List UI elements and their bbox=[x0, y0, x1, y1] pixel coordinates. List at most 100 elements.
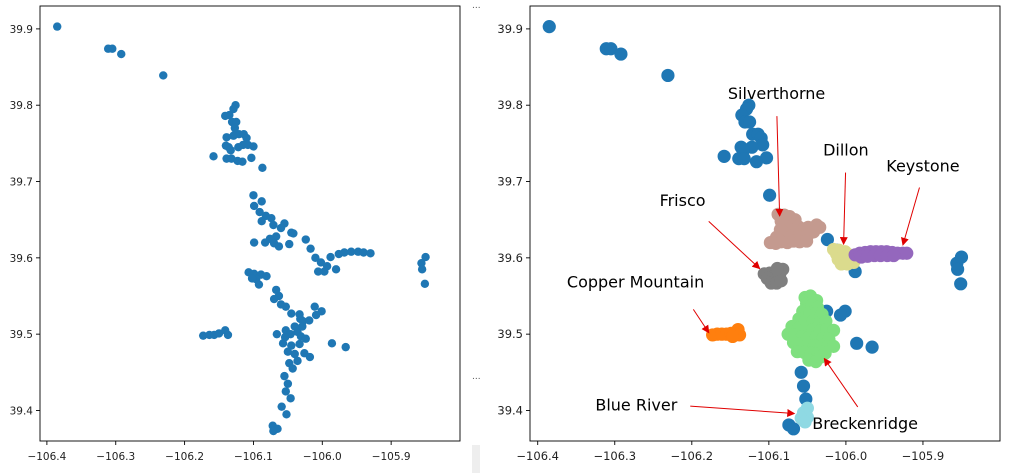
annotation-arrow bbox=[692, 309, 710, 334]
data-point bbox=[254, 280, 264, 289]
data-point bbox=[794, 365, 808, 379]
data-point bbox=[214, 329, 224, 338]
data-point bbox=[221, 111, 230, 121]
data-point bbox=[260, 238, 270, 247]
y-tick-label: 39.8 bbox=[497, 98, 523, 112]
axes-frame bbox=[39, 5, 461, 442]
data-point bbox=[331, 265, 341, 274]
data-point bbox=[222, 133, 231, 142]
ellipsis-middle: ... bbox=[472, 372, 481, 382]
x-tick-label: −106.1 bbox=[234, 451, 273, 463]
y-tick-label: 39.9 bbox=[497, 22, 523, 36]
data-point bbox=[247, 153, 256, 163]
data-point bbox=[276, 223, 286, 233]
data-point bbox=[604, 42, 618, 56]
data-point bbox=[742, 115, 757, 129]
data-point bbox=[230, 123, 240, 133]
data-point bbox=[298, 322, 307, 331]
y-tick-label: 39.5 bbox=[10, 329, 33, 341]
data-point bbox=[244, 268, 253, 277]
data-point bbox=[209, 152, 218, 161]
x-tick-label: −106.4 bbox=[27, 451, 66, 463]
data-point bbox=[289, 229, 298, 238]
data-point bbox=[887, 248, 901, 263]
data-point bbox=[287, 309, 296, 318]
data-point bbox=[280, 371, 289, 381]
data-point bbox=[313, 267, 323, 276]
data-point bbox=[756, 138, 770, 152]
data-point bbox=[295, 339, 304, 349]
x-tick-label: −106.2 bbox=[671, 449, 714, 463]
data-point bbox=[770, 261, 784, 276]
data-point bbox=[421, 252, 430, 262]
data-point bbox=[290, 349, 299, 359]
data-point bbox=[229, 131, 238, 140]
series-breckenridge bbox=[781, 289, 841, 369]
data-point bbox=[278, 339, 288, 348]
data-point bbox=[258, 163, 267, 172]
data-point bbox=[229, 104, 238, 114]
data-point bbox=[359, 248, 368, 257]
data-point bbox=[234, 142, 243, 152]
annotation-arrow bbox=[823, 357, 859, 408]
data-point bbox=[311, 253, 320, 263]
x-tick-label: −106.3 bbox=[96, 451, 135, 463]
series-copper-mountain bbox=[706, 322, 747, 344]
data-point bbox=[310, 302, 319, 311]
data-point bbox=[774, 274, 788, 288]
data-point bbox=[763, 188, 777, 202]
x-tick-label: −105.9 bbox=[372, 451, 411, 463]
x-tick-label: −106.4 bbox=[516, 449, 559, 463]
data-point bbox=[316, 258, 326, 267]
data-point bbox=[749, 155, 764, 169]
data-point bbox=[277, 402, 286, 411]
data-point bbox=[798, 415, 812, 429]
data-point bbox=[340, 248, 349, 257]
data-point bbox=[285, 239, 294, 249]
data-point bbox=[108, 44, 117, 53]
data-point bbox=[726, 329, 740, 344]
data-point bbox=[255, 207, 264, 217]
data-point bbox=[283, 379, 293, 388]
data-point bbox=[272, 329, 282, 339]
y-tick-label: 39.6 bbox=[497, 251, 523, 265]
annotation-arrow bbox=[839, 172, 848, 246]
data-point bbox=[366, 249, 375, 258]
series-all-points bbox=[53, 22, 430, 436]
data-point bbox=[281, 387, 291, 396]
y-tick-label: 39.9 bbox=[10, 24, 33, 36]
x-tick-label: −106.1 bbox=[748, 449, 791, 463]
data-point bbox=[420, 279, 430, 288]
annotation-arrow bbox=[901, 187, 920, 246]
scatter-plot-right: −106.4 −106.3 −106.2 −106.1 −106.0 −105.9 39.4… bbox=[497, 5, 1001, 463]
data-point bbox=[274, 242, 284, 251]
data-point bbox=[717, 149, 731, 163]
series-all-points bbox=[542, 20, 969, 436]
data-point bbox=[283, 347, 293, 356]
y-tick-label: 39.7 bbox=[497, 175, 523, 189]
annotation-arrow bbox=[708, 220, 761, 270]
data-point bbox=[305, 316, 314, 325]
data-point bbox=[249, 201, 259, 211]
annotation-label: Frisco bbox=[660, 191, 706, 210]
data-point bbox=[262, 271, 271, 281]
data-point bbox=[347, 247, 356, 256]
scatter-plot-left: −106.4 −106.3 −106.2 −106.1 −106.0 −105.9 39.4… bbox=[10, 5, 461, 463]
y-tick-label: 39.6 bbox=[10, 253, 34, 265]
axes-frame bbox=[529, 5, 1001, 442]
x-tick-label: −105.9 bbox=[902, 449, 945, 463]
data-point bbox=[53, 22, 62, 31]
x-tick-label: −106.2 bbox=[165, 451, 204, 463]
data-point bbox=[820, 232, 835, 247]
data-point bbox=[865, 340, 879, 354]
data-point bbox=[269, 294, 279, 304]
annotation-arrow bbox=[690, 405, 796, 418]
data-point bbox=[786, 422, 801, 436]
data-point bbox=[269, 220, 278, 230]
series-blue-river bbox=[794, 401, 814, 429]
data-point bbox=[226, 146, 235, 155]
data-point bbox=[661, 68, 675, 83]
annotation-label: Dillon bbox=[823, 141, 869, 160]
data-point bbox=[267, 213, 276, 223]
